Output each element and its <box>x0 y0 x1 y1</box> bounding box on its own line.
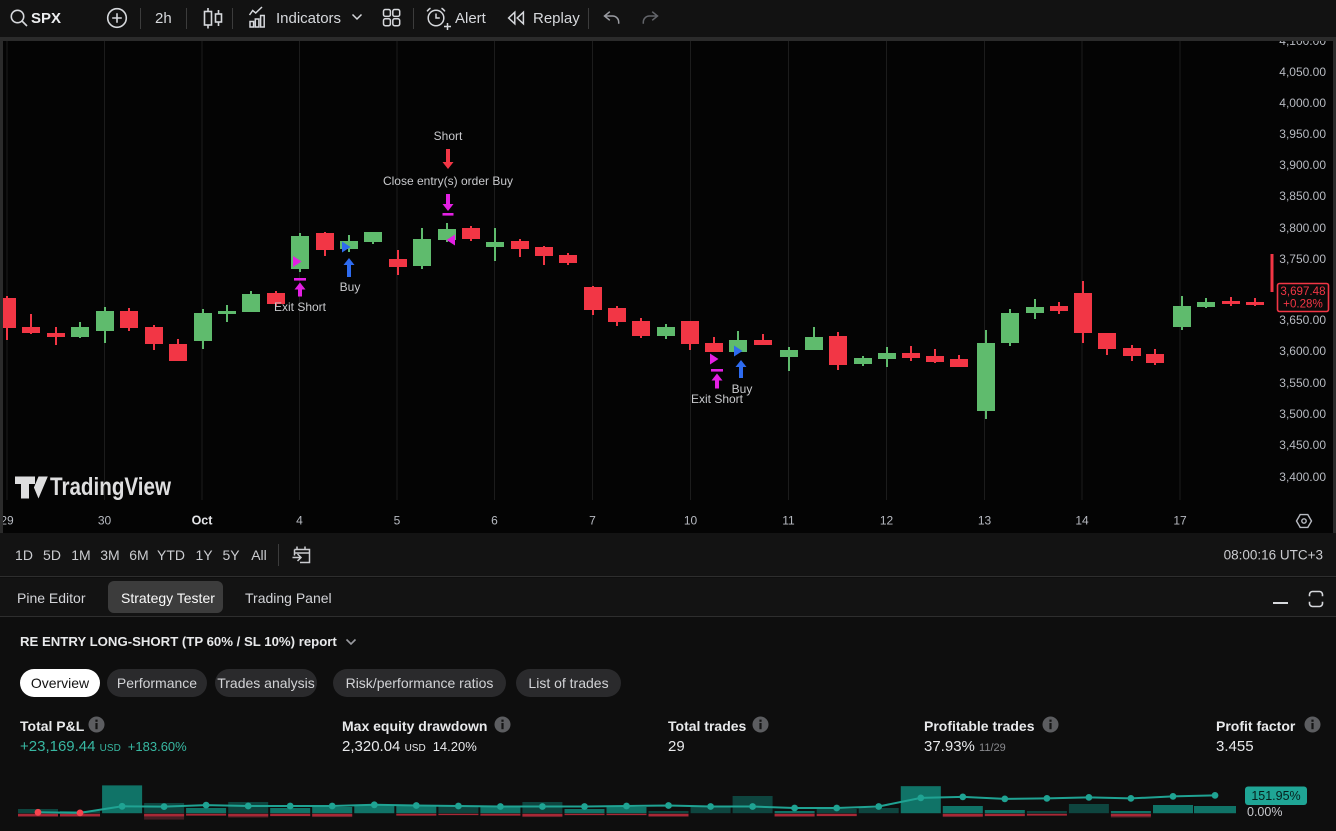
svg-text:TradingView: TradingView <box>50 473 171 501</box>
svg-text:+0.28%: +0.28% <box>1283 298 1323 311</box>
svg-text:3,500.00: 3,500.00 <box>1279 407 1326 421</box>
svg-text:3,950.00: 3,950.00 <box>1279 127 1326 141</box>
svg-text:SPX: SPX <box>31 10 61 27</box>
svg-text:3,550.00: 3,550.00 <box>1279 376 1326 390</box>
svg-text:29: 29 <box>0 514 14 528</box>
svg-text:Replay: Replay <box>533 10 580 27</box>
svg-text:30: 30 <box>98 514 112 528</box>
svg-text:Indicators: Indicators <box>276 10 341 27</box>
svg-text:Alert: Alert <box>455 10 487 27</box>
svg-text:4: 4 <box>296 514 303 528</box>
svg-text:7: 7 <box>589 514 596 528</box>
svg-text:3,850.00: 3,850.00 <box>1279 189 1326 203</box>
svg-text:3,900.00: 3,900.00 <box>1279 158 1326 172</box>
svg-text:Short: Short <box>434 129 463 143</box>
svg-text:3,800.00: 3,800.00 <box>1279 221 1326 235</box>
svg-text:5: 5 <box>394 514 401 528</box>
svg-text:2h: 2h <box>155 10 172 27</box>
svg-text:Buy: Buy <box>340 280 361 294</box>
svg-text:14: 14 <box>1075 514 1089 528</box>
svg-text:Exit Short: Exit Short <box>274 300 327 314</box>
svg-text:13: 13 <box>978 514 992 528</box>
svg-text:12: 12 <box>880 514 894 528</box>
svg-text:4,000.00: 4,000.00 <box>1279 96 1326 110</box>
svg-text:3,400.00: 3,400.00 <box>1279 470 1326 484</box>
svg-text:Oct: Oct <box>192 514 214 528</box>
svg-text:3,697.48: 3,697.48 <box>1280 285 1325 298</box>
svg-text:Buy: Buy <box>732 382 753 396</box>
svg-text:0.00%: 0.00% <box>1247 805 1282 819</box>
svg-text:4,050.00: 4,050.00 <box>1279 65 1326 79</box>
svg-text:17: 17 <box>1173 514 1187 528</box>
svg-text:6: 6 <box>491 514 498 528</box>
svg-text:3,650.00: 3,650.00 <box>1279 313 1326 327</box>
svg-text:10: 10 <box>684 514 698 528</box>
svg-text:Exit Short: Exit Short <box>691 392 744 406</box>
svg-text:3,450.00: 3,450.00 <box>1279 438 1326 452</box>
svg-text:11: 11 <box>782 514 795 528</box>
svg-text:Close entry(s) order Buy: Close entry(s) order Buy <box>383 174 513 188</box>
svg-text:4,100.00: 4,100.00 <box>1279 37 1326 48</box>
svg-text:151.95%: 151.95% <box>1251 789 1300 803</box>
svg-text:3,600.00: 3,600.00 <box>1279 344 1326 358</box>
svg-text:3,750.00: 3,750.00 <box>1279 252 1326 266</box>
